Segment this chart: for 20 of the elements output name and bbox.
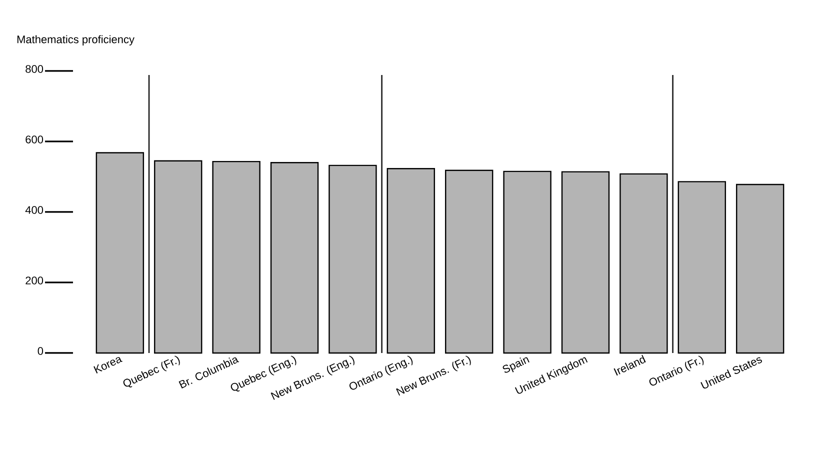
y-tick-label: 400 (25, 206, 44, 214)
y-tick-label: 800 (26, 65, 44, 73)
bar (736, 184, 784, 354)
bar (445, 170, 494, 354)
x-tick-label: Spain (502, 357, 530, 373)
x-tick-label: Korea (94, 357, 123, 374)
bar (154, 160, 202, 354)
bar (620, 173, 668, 354)
y-tick-label: 600 (26, 136, 44, 144)
bar (96, 152, 144, 354)
bar (270, 162, 319, 354)
bar (212, 160, 260, 354)
bar (561, 171, 610, 354)
bar (678, 181, 726, 354)
bar (503, 170, 552, 354)
y-tick-label: 0 (38, 347, 44, 355)
bar (328, 164, 377, 354)
bar (386, 168, 436, 354)
y-tick-label: 200 (26, 276, 44, 284)
y-axis-title: Mathematics proficiency (17, 35, 134, 46)
